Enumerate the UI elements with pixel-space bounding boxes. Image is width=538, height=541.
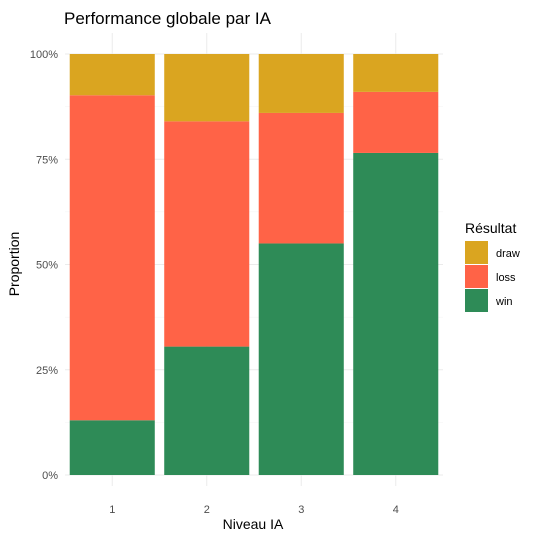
y-tick-label: 75% (36, 154, 58, 166)
legend-label-loss: loss (496, 272, 516, 284)
y-tick-label: 50% (36, 260, 58, 272)
y-axis-ticks: 0% 25% 50% 75% 100% (30, 49, 58, 482)
x-axis-title: Niveau IA (223, 516, 284, 532)
bar-win-2 (164, 346, 250, 475)
bar-draw-3 (258, 54, 344, 113)
y-tick-label: 100% (30, 49, 58, 61)
x-axis-ticks: 1 2 3 4 (109, 504, 399, 516)
bar-draw-2 (164, 54, 250, 122)
bar-loss-3 (258, 112, 344, 244)
x-tick-label: 2 (204, 504, 210, 516)
legend-label-win: win (495, 296, 513, 308)
bar-loss-2 (164, 121, 250, 347)
legend-swatch-win (465, 289, 488, 312)
bar-draw-4 (353, 54, 439, 92)
y-tick-label: 0% (42, 470, 58, 482)
bar-loss-1 (69, 95, 155, 421)
legend-label-draw: draw (496, 248, 520, 260)
legend-swatch-draw (465, 241, 488, 264)
y-axis-title: Proportion (6, 232, 22, 297)
legend-title: Résultat (465, 220, 516, 236)
bar-win-1 (69, 420, 155, 475)
bars (69, 54, 439, 475)
chart-title: Performance globale par IA (64, 9, 272, 28)
y-tick-label: 25% (36, 365, 58, 377)
legend-swatch-loss (465, 265, 488, 288)
legend: Résultat draw loss win (465, 220, 520, 312)
bar-win-4 (353, 152, 439, 475)
x-tick-label: 3 (298, 504, 304, 516)
bar-loss-4 (353, 91, 439, 153)
x-tick-label: 1 (109, 504, 115, 516)
bar-win-3 (258, 243, 344, 475)
bar-draw-1 (69, 54, 155, 96)
x-tick-label: 4 (393, 504, 399, 516)
